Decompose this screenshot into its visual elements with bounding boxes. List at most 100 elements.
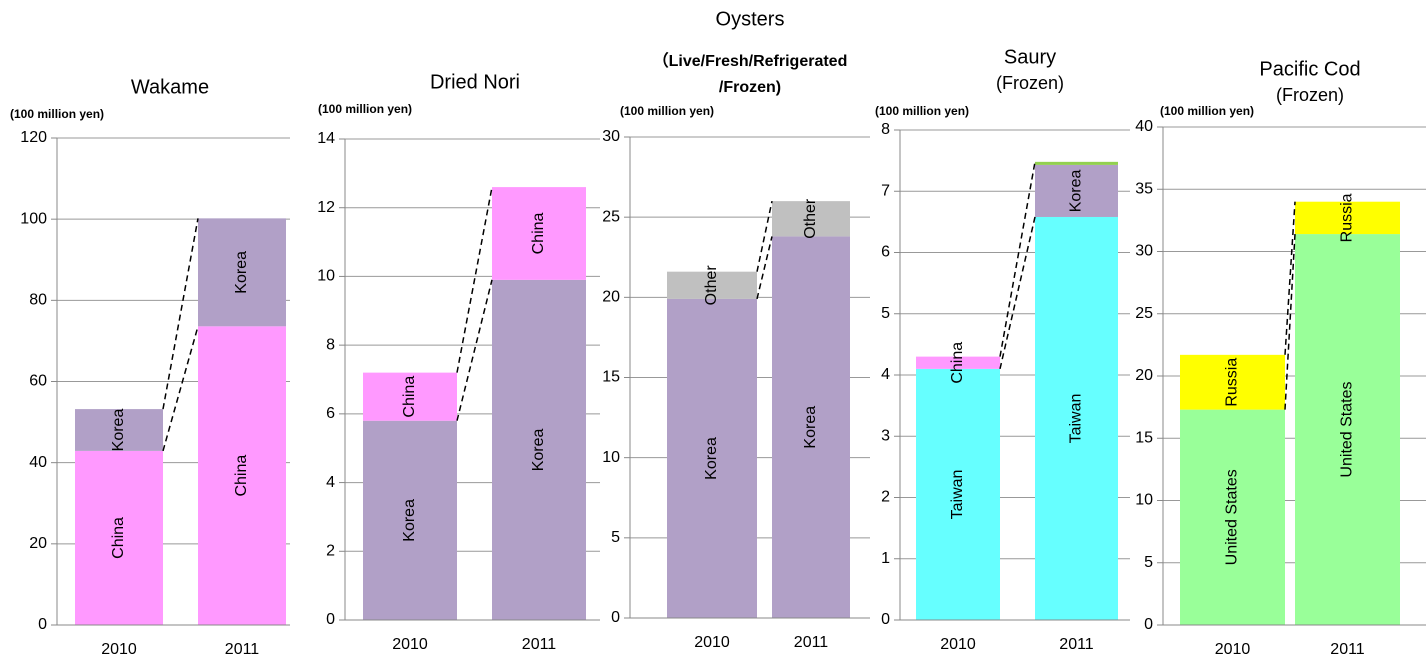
y-tick-label: 0 — [38, 616, 47, 633]
chart-title: Dried Nori — [430, 71, 520, 93]
y-axis-label: (100 million yen) — [318, 102, 412, 116]
connector — [999, 161, 1036, 357]
connector — [999, 216, 1036, 370]
y-tick-label: 3 — [881, 427, 890, 444]
y-tick-label: 30 — [1135, 243, 1153, 260]
bar-segment — [667, 298, 757, 618]
y-tick-label: 120 — [20, 129, 47, 146]
connector — [1284, 201, 1296, 355]
y-tick-label: 5 — [1144, 554, 1153, 571]
chart-panel: Pacific Cod (Frozen) (100 million yen) 0 5 10… — [1135, 58, 1426, 658]
y-tick-label: 10 — [317, 268, 335, 285]
y-tick-label: 35 — [1135, 180, 1153, 197]
bar-segment — [1035, 164, 1118, 217]
segment-label: China — [110, 517, 127, 559]
y-tick-label: 6 — [326, 405, 335, 422]
chart-title: Oysters — [716, 8, 785, 30]
y-tick-label: 15 — [602, 369, 620, 386]
x-tick-label: 2011 — [1330, 641, 1365, 658]
chart-subtitle: /Frozen) — [719, 79, 781, 96]
x-tick-label: 2011 — [522, 636, 557, 653]
bar-segment — [1035, 216, 1118, 620]
segment-label: China — [401, 376, 418, 418]
y-tick-label: 8 — [881, 121, 890, 138]
x-tick-label: 2010 — [101, 641, 137, 658]
y-tick-label: 0 — [326, 611, 335, 628]
chart-subtitle: （Live/Fresh/Refrigerated — [653, 52, 848, 70]
bar-segment — [772, 201, 850, 237]
segment-label: Taiwan — [1068, 394, 1085, 444]
bar-segment — [492, 187, 586, 280]
chart-title: Saury — [1004, 46, 1056, 68]
chart-panel: Wakame (100 million yen) 0 20 40 60 80 100 120 Ch… — [10, 76, 290, 658]
bar-segment — [1295, 234, 1400, 625]
y-tick-label: 0 — [611, 609, 620, 626]
y-tick-label: 2 — [326, 543, 335, 560]
bar-segment — [75, 450, 163, 625]
x-tick-label: 2011 — [225, 641, 260, 658]
bar-segment — [772, 236, 850, 618]
segment-label: Russia — [1224, 358, 1241, 407]
x-tick-label: 2011 — [1059, 636, 1094, 653]
bar-segment — [198, 326, 286, 625]
y-tick-label: 20 — [1135, 367, 1153, 384]
y-tick-label: 60 — [29, 373, 47, 390]
y-axis-label: (100 million yen) — [875, 104, 969, 118]
y-tick-label: 15 — [1135, 429, 1153, 446]
chart-title: Pacific Cod — [1259, 58, 1360, 80]
y-tick-label: 14 — [317, 130, 335, 147]
y-tick-label: 1 — [881, 550, 890, 567]
bar-segment — [492, 279, 586, 620]
segment-label: Russia — [1339, 193, 1356, 242]
y-tick-label: 20 — [602, 289, 620, 306]
chart-subtitle: (Frozen) — [1276, 85, 1344, 105]
bar-segment — [1295, 201, 1400, 235]
bar-segment — [363, 372, 457, 421]
segment-label: Korea — [530, 428, 547, 471]
connector — [456, 186, 493, 373]
segment-label: Korea — [233, 251, 250, 294]
y-tick-label: 12 — [317, 199, 335, 216]
chart-title: Wakame — [131, 76, 209, 98]
y-tick-label: 5 — [611, 529, 620, 546]
bar-segment — [916, 368, 1000, 620]
y-tick-label: 0 — [881, 611, 890, 628]
y-tick-label: 10 — [602, 449, 620, 466]
x-tick-label: 2010 — [940, 636, 976, 653]
y-tick-label: 4 — [881, 366, 890, 383]
segment-label: Korea — [1068, 169, 1085, 212]
y-tick-label: 6 — [881, 244, 890, 261]
segment-label: China — [233, 455, 250, 497]
y-axis-label: (100 million yen) — [620, 104, 714, 118]
segment-label: Korea — [110, 409, 127, 452]
y-tick-label: 2 — [881, 489, 890, 506]
y-tick-label: 20 — [29, 535, 47, 552]
connector — [456, 279, 493, 421]
y-tick-label: 5 — [881, 305, 890, 322]
chart-panel: Oysters （Live/Fresh/Refrigerated/Frozen) (… — [602, 8, 870, 651]
bar-segment — [667, 271, 757, 299]
segment-label: Other — [802, 198, 819, 239]
segment-label: China — [530, 212, 547, 254]
y-axis-label: (100 million yen) — [10, 107, 104, 121]
segment-label: United States — [1224, 469, 1241, 565]
bar-segment — [1035, 161, 1118, 165]
x-tick-label: 2010 — [392, 636, 428, 653]
y-tick-label: 25 — [602, 208, 620, 225]
segment-label: Korea — [401, 499, 418, 542]
y-tick-label: 100 — [20, 210, 47, 227]
bar-segment — [363, 420, 457, 620]
chart-panel: Dried Nori (100 million yen) 0 2 4 6 8 10 12 14 Ko… — [317, 71, 600, 653]
segment-label: Korea — [703, 437, 720, 480]
bar-segment — [1180, 354, 1285, 410]
chart-panel: Saury (Frozen) (100 million yen) 0 1 2 3 4 5 6 7 8 T… — [875, 46, 1130, 653]
y-tick-label: 40 — [29, 454, 47, 471]
connector — [756, 236, 773, 300]
segment-label: Taiwan — [949, 470, 966, 520]
bar-segment — [198, 218, 286, 327]
y-tick-label: 7 — [881, 182, 890, 199]
y-tick-label: 4 — [326, 474, 335, 491]
y-tick-label: 25 — [1135, 305, 1153, 322]
y-tick-label: 40 — [1135, 118, 1153, 135]
y-axis-label: (100 million yen) — [1160, 104, 1254, 118]
